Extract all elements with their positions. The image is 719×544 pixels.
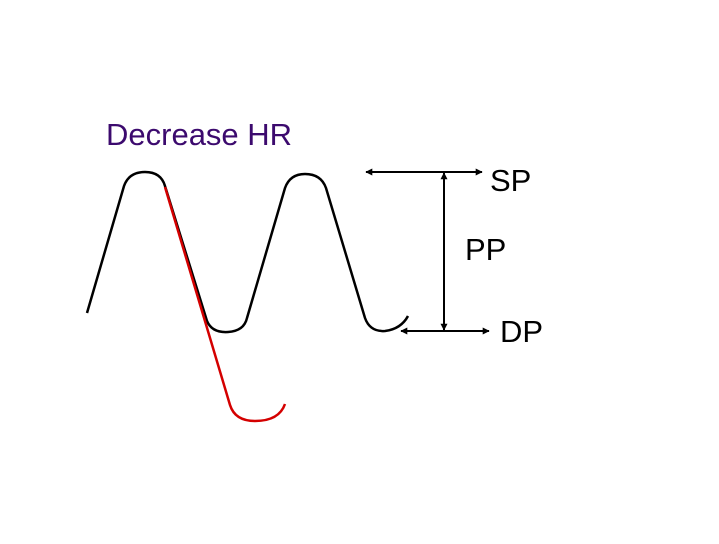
title: Decrease HR (106, 117, 292, 152)
dp-label: DP (500, 314, 543, 349)
pp-label: PP (465, 232, 506, 267)
sp-label: SP (490, 163, 531, 198)
pressure-waveform (85, 170, 410, 334)
extended-diastole-curve (163, 186, 287, 423)
